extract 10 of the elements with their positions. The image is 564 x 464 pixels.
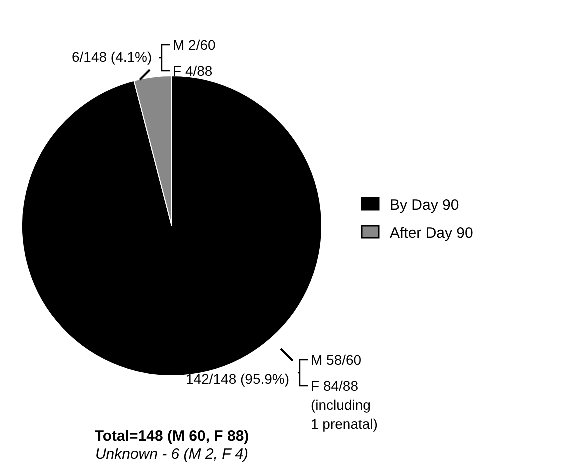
data-label: 142/148 (95.9%) [186, 371, 290, 387]
text: M 58/60 [311, 352, 362, 368]
text: M 2/60 [173, 37, 216, 53]
text: Total=148 (M 60, F 88) [94, 428, 250, 445]
text: F 84/88 (including 1 prenatal) [311, 378, 378, 432]
legend-label: By Day 90 [390, 197, 460, 214]
text: Unknown - 6 (M 2, F 4) [95, 446, 249, 463]
data-label: 6/148 (4.1%) [72, 49, 152, 65]
text: F 4/88 [173, 63, 213, 79]
legend-label: After Day 90 [390, 225, 474, 242]
